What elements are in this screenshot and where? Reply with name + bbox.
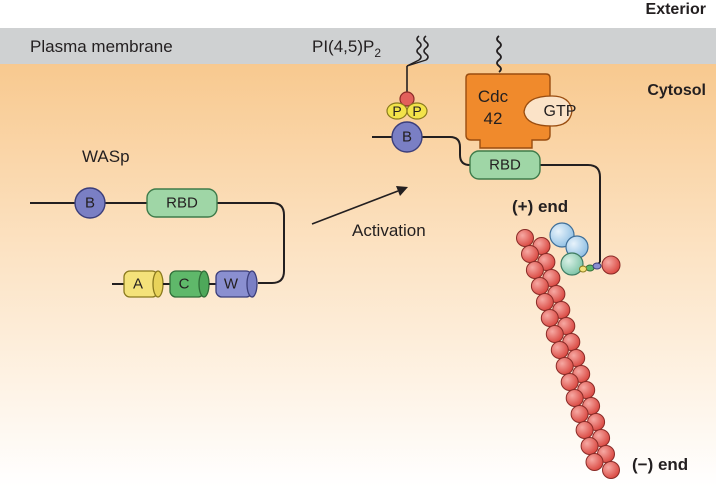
pip2-label: PI(4,5)P2	[312, 37, 381, 60]
gtp-label: GTP	[544, 103, 577, 120]
actin-monomer	[521, 245, 539, 263]
cdc42-label-line2: 42	[484, 109, 503, 128]
pip2-stem-right	[406, 59, 427, 67]
cdc42-lipid-tail	[496, 35, 502, 73]
phosphate-2-label: P	[412, 103, 421, 119]
active-rbd-vca-linker	[540, 164, 601, 262]
rbd-domain-active	[469, 150, 541, 180]
cytosol-region	[0, 64, 716, 487]
rbd-domain-active-label: RBD	[489, 157, 521, 174]
actin-monomer	[550, 341, 569, 359]
w-domain-label: W	[224, 276, 239, 293]
vca-a-segment	[579, 265, 587, 273]
actin-monomer	[602, 461, 620, 479]
cdc42-label-line1: Cdc	[478, 87, 509, 106]
actin-monomer	[580, 437, 599, 455]
actin-monomer	[555, 357, 574, 375]
exterior-region	[0, 0, 716, 28]
active-b-rbd-linker	[422, 136, 471, 166]
rbd-domain-inactive	[146, 188, 218, 218]
c-domain	[169, 270, 210, 298]
a-domain	[123, 270, 164, 298]
c-domain-label: C	[179, 276, 190, 293]
actin-monomer	[535, 293, 554, 311]
activation-arrow	[311, 186, 408, 225]
pip2-lipid-tails	[416, 35, 429, 61]
b-domain-inactive	[74, 187, 106, 219]
actin-monomer	[525, 261, 544, 279]
b-domain-active-label: B	[402, 129, 412, 146]
a-domain-label: A	[133, 276, 143, 293]
plasma-membrane	[0, 28, 716, 64]
cdc42	[465, 73, 551, 149]
actin-monomer	[530, 277, 549, 295]
inositol-headgroup	[399, 91, 415, 107]
phosphate-1-label: P	[392, 103, 401, 119]
actin-monomer	[545, 325, 564, 343]
arp23-complex	[549, 222, 589, 276]
w-domain	[215, 270, 258, 298]
cytosol-label: Cytosol	[647, 82, 706, 99]
actin-monomer	[540, 309, 559, 327]
actin-monomer	[585, 453, 604, 471]
rbd-domain-inactive-label: RBD	[166, 195, 198, 212]
vca-w-segment	[592, 262, 602, 270]
actin-monomer	[575, 421, 594, 439]
b-domain-active	[391, 121, 423, 153]
bound-actin-monomer	[601, 255, 621, 275]
actin-monomer	[560, 373, 579, 391]
wasp-inactive-backbone	[30, 202, 285, 284]
b-domain-inactive-label: B	[85, 195, 95, 212]
activation-label: Activation	[352, 221, 426, 240]
actin-monomer	[570, 405, 589, 423]
actin-monomer	[565, 389, 584, 407]
arp-subunit-3	[560, 252, 584, 276]
membrane-label: Plasma membrane	[30, 37, 173, 56]
exterior-label: Exterior	[646, 1, 706, 18]
plus-end-label: (+) end	[512, 197, 568, 216]
actin-filament	[516, 229, 620, 479]
actin-monomer	[516, 229, 534, 247]
gtp	[523, 95, 573, 127]
minus-end-label: (−) end	[632, 455, 688, 474]
phosphate-2	[406, 102, 428, 120]
wasp-label: WASp	[82, 147, 130, 166]
